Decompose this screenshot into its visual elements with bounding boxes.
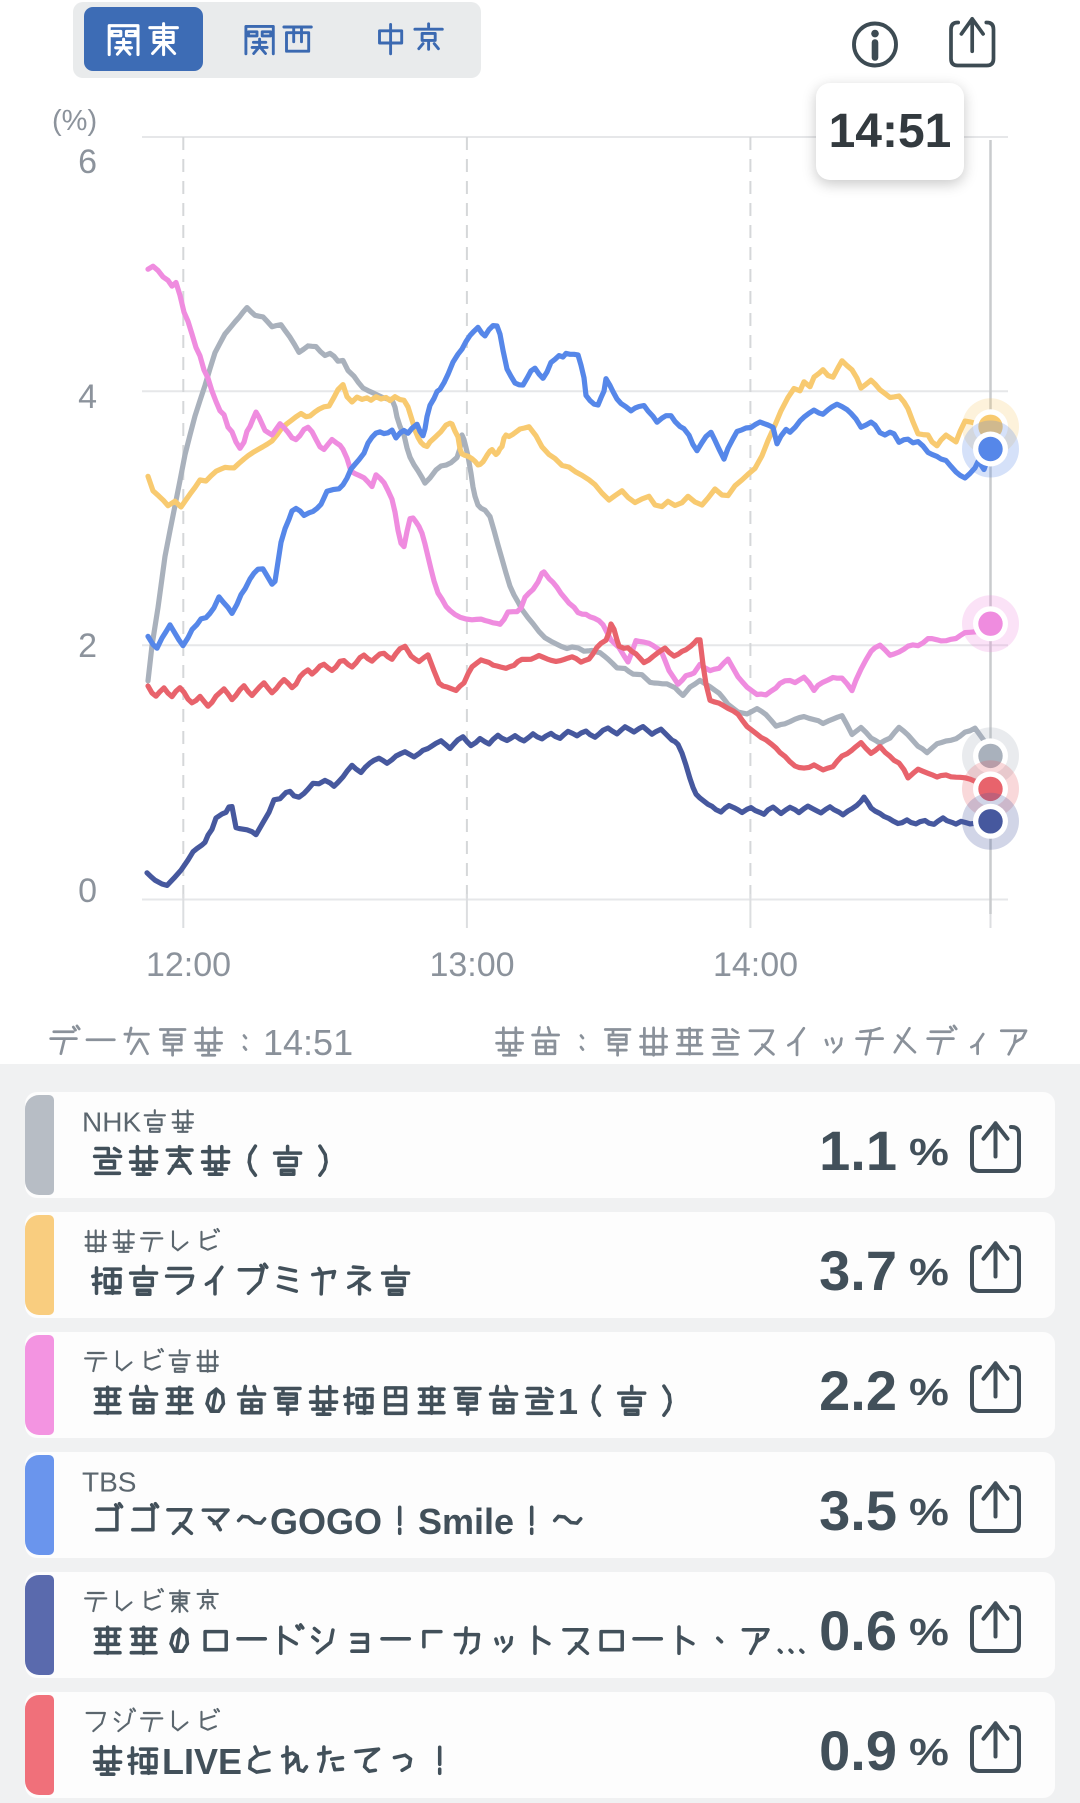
svg-text:TBS: TBS (82, 1467, 136, 1498)
svg-text:0: 0 (78, 872, 97, 910)
svg-text:Smile: Smile (418, 1501, 514, 1542)
svg-text:14:51: 14:51 (263, 1022, 353, 1063)
svg-text:2: 2 (78, 627, 97, 665)
svg-text:4: 4 (78, 378, 97, 416)
svg-text:1: 1 (558, 1381, 578, 1422)
svg-text:6: 6 (78, 143, 97, 181)
svg-text:13:00: 13:00 (429, 946, 514, 984)
svg-text:NHK: NHK (82, 1107, 141, 1138)
svg-text:(%): (%) (52, 105, 97, 137)
svg-text:LIVE: LIVE (162, 1741, 242, 1782)
svg-text:GOGO: GOGO (270, 1501, 382, 1542)
svg-text:14:00: 14:00 (713, 946, 798, 984)
svg-text:12:00: 12:00 (146, 946, 231, 984)
